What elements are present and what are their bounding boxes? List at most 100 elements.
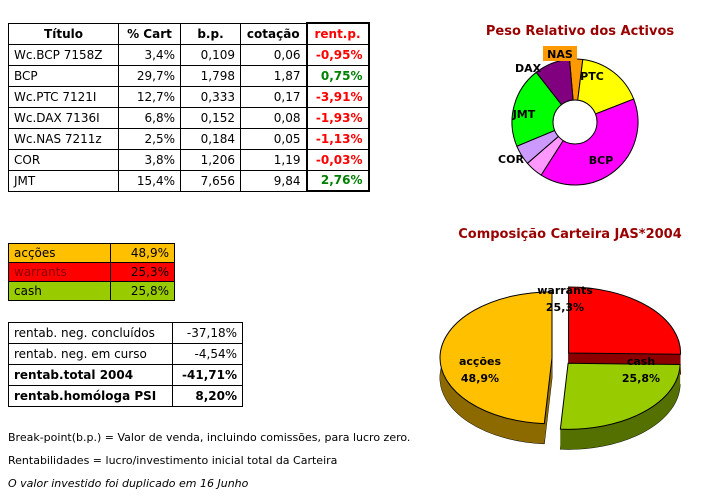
holding-value-cell: 0,17 [240, 85, 307, 108]
holding-value-cell: -1,13% [305, 127, 370, 150]
holding-row: COR 3,8% 1,206 1,19 -0,03% [8, 148, 370, 171]
holding-name-cell: JMT [8, 169, 119, 192]
holdings-column-header: rent.p. [305, 22, 370, 45]
holding-value-cell: 0,75% [305, 64, 370, 87]
holding-value-cell: 3,8% [118, 148, 181, 171]
donut-segment-label: COR [498, 153, 524, 166]
holding-value-cell: 29,7% [118, 64, 181, 87]
holding-row: Wc.BCP 7158Z 3,4% 0,109 0,06 -0,95% [8, 43, 370, 66]
donut-segment-label: JMT [512, 108, 536, 121]
pie-slice-pct-label: 25,3% [546, 301, 584, 314]
holdings-column-header: % Cart [118, 22, 181, 45]
holdings-column-header: b.p. [180, 22, 241, 45]
holdings-header-row: Título% Cart b.p. cotação rent.p. [8, 22, 370, 45]
holding-value-cell: 2,76% [305, 169, 370, 192]
pie-slice-warrants [568, 286, 682, 355]
allocation-value: 25,3% [110, 262, 175, 282]
allocation-row: acções 48,9% [8, 243, 175, 263]
footnotes: Break-point(b.p.) = Valor de venda, incl… [8, 431, 410, 498]
allocation-value: 25,8% [110, 281, 175, 301]
returns-value: -4,54% [172, 343, 243, 365]
pie-slice-name-label: cash [627, 355, 655, 368]
donut-hole [552, 99, 598, 145]
holding-value-cell: 1,19 [240, 148, 307, 171]
holding-name-cell: Wc.BCP 7158Z [8, 43, 119, 66]
returns-value: -37,18% [172, 322, 243, 344]
holding-name-cell: COR [8, 148, 119, 171]
holding-value-cell: -0,03% [305, 148, 370, 171]
holding-value-cell: 1,206 [180, 148, 241, 171]
donut-segment-label: NAS [547, 48, 573, 61]
pie-slice-acções [439, 291, 553, 425]
asset-class-allocation-table: acções 48,9% warrants 25,3% cash 25,8% [8, 243, 175, 301]
pie-slice-cash [559, 362, 681, 430]
holding-value-cell: 0,109 [180, 43, 241, 66]
returns-row: rentab. neg. concluídos -37,18% [8, 322, 243, 344]
holding-name-cell: Wc.DAX 7136I [8, 106, 119, 129]
holding-value-cell: 0,06 [240, 43, 307, 66]
holding-value-cell: -3,91% [305, 85, 370, 108]
footnote: Break-point(b.p.) = Valor de venda, incl… [8, 431, 411, 444]
holding-row: Wc.DAX 7136I 6,8% 0,152 0,08 -1,93% [8, 106, 370, 129]
holding-value-cell: 15,4% [118, 169, 181, 192]
holding-value-cell: 0,05 [240, 127, 307, 150]
allocation-value: 48,9% [110, 243, 175, 263]
holding-row: Wc.NAS 7211z 2,5% 0,184 0,05 -1,13% [8, 127, 370, 150]
returns-label: rentab. neg. em curso [8, 343, 173, 365]
allocation-label: acções [8, 243, 111, 263]
allocation-row: warrants 25,3% [8, 262, 175, 282]
footnote: O valor investido foi duplicado em 16 Ju… [8, 477, 249, 490]
pie-slice-name-label: warrants [537, 284, 593, 297]
holding-value-cell: 0,08 [240, 106, 307, 129]
pie-slice-pct-label: 48,9% [461, 372, 499, 385]
holding-row: Wc.PTC 7121I 12,7% 0,333 0,17 -3,91% [8, 85, 370, 108]
allocation-label: cash [8, 281, 111, 301]
holding-value-cell: 3,4% [118, 43, 181, 66]
donut-segment-label: BCP [589, 154, 614, 167]
holding-value-cell: 1,798 [180, 64, 241, 87]
holding-value-cell: 7,656 [180, 169, 241, 192]
donut-chart-title: Peso Relativo dos Activos [485, 24, 675, 39]
holding-value-cell: 0,152 [180, 106, 241, 129]
returns-label: rentab.homóloga PSI [8, 385, 173, 407]
holding-name-cell: Wc.NAS 7211z [8, 127, 119, 150]
holding-value-cell: -1,93% [305, 106, 370, 129]
returns-row: rentab.homóloga PSI 8,20% [8, 385, 243, 407]
holding-value-cell: 1,87 [240, 64, 307, 87]
pie-slice-side [544, 357, 553, 444]
holdings-table: Título% Cart b.p. cotação rent.p. Wc.BCP 71… [8, 22, 370, 192]
returns-label: rentab. neg. concluídos [8, 322, 173, 344]
holding-value-cell: 6,8% [118, 106, 181, 129]
holding-value-cell: 0,184 [180, 127, 241, 150]
returns-summary-table: rentab. neg. concluídos -37,18% rentab. ne… [8, 322, 243, 407]
nas-label-bg [543, 46, 577, 61]
holding-value-cell: 9,84 [240, 169, 307, 192]
pie-chart-3d: warrants 25,3% cash 25,8% acções 48,9% [439, 284, 682, 450]
donut-segment-BCP [540, 98, 639, 186]
returns-value: 8,20% [172, 385, 243, 407]
holdings-column-header: Título [8, 22, 119, 45]
holding-value-cell: 0,333 [180, 85, 241, 108]
holding-row: JMT 15,4% 7,656 9,84 2,76% [8, 169, 370, 192]
returns-label: rentab.total 2004 [8, 364, 173, 386]
holding-value-cell: 12,7% [118, 85, 181, 108]
donut-segment-label: DAX [515, 62, 542, 75]
pie-slice-pct-label: 25,8% [622, 372, 660, 385]
returns-value: -41,71% [172, 364, 243, 386]
pie-chart-title: Composição Carteira JAS*2004 [458, 227, 682, 242]
holding-row: BCP 29,7% 1,798 1,87 0,75% [8, 64, 370, 87]
donut-segment-label: PTC [580, 70, 604, 83]
allocation-label: warrants [8, 262, 111, 282]
holding-name-cell: Wc.PTC 7121I [8, 85, 119, 108]
holdings-column-header: cotação [240, 22, 307, 45]
returns-row: rentab.total 2004 -41,71% [8, 364, 243, 386]
holding-name-cell: BCP [8, 64, 119, 87]
allocation-row: cash 25,8% [8, 281, 175, 301]
returns-row: rentab. neg. em curso -4,54% [8, 343, 243, 365]
donut-chart: NAS PTC BCP COR JMT DAX [498, 46, 639, 186]
pie-slice-name-label: acções [459, 355, 501, 368]
holding-value-cell: 2,5% [118, 127, 181, 150]
holding-value-cell: -0,95% [305, 43, 370, 66]
footnote: Rentabilidades = lucro/investimento inic… [8, 454, 338, 467]
